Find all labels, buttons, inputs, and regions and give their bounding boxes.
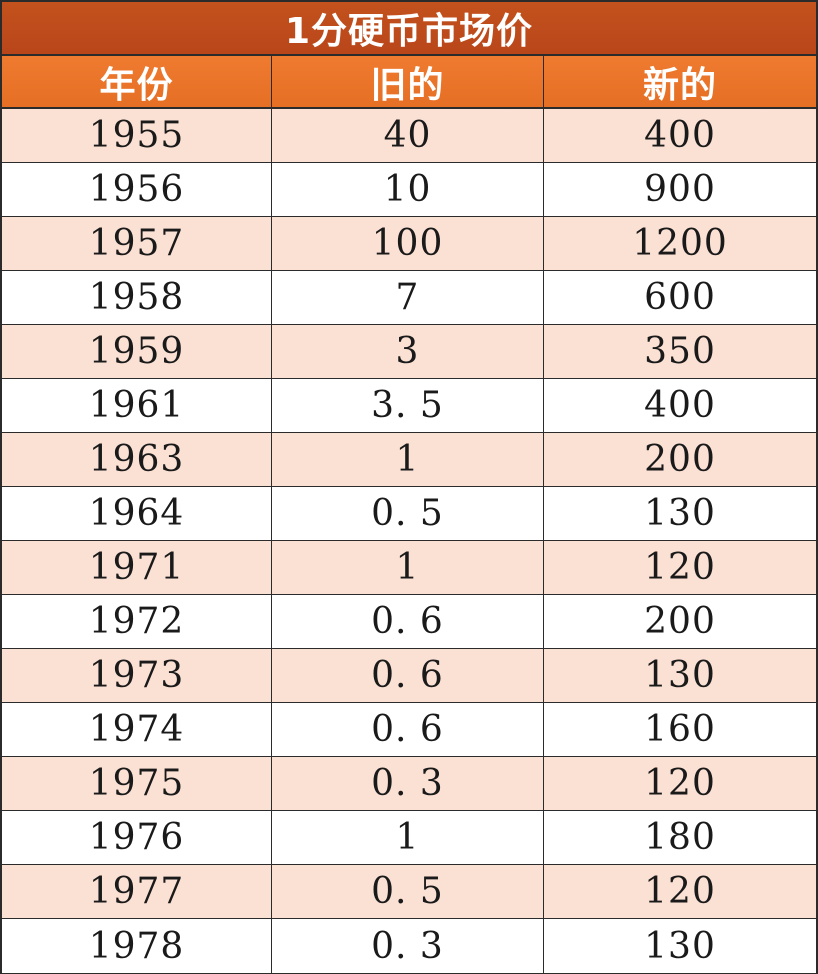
table-row: 1978 0. 3 130 [2,919,816,973]
year-cell: 1957 [2,217,272,270]
old-price-cell: 0. 3 [272,757,544,810]
new-price-cell: 120 [644,871,716,912]
table-row: 1964 0. 5 130 [2,487,816,541]
new-price-cell: 130 [644,655,716,696]
year-cell: 1978 [2,919,272,973]
header-row: 年份 旧的 新的 [2,56,816,109]
table-row: 1971 1 120 [2,541,816,595]
table-row: 1957 100 1200 [2,217,816,271]
year-cell: 1975 [2,757,272,810]
table-row: 1963 1 200 [2,433,816,487]
old-price-cell: 0. 6 [272,649,544,702]
new-price-cell: 400 [644,385,716,426]
old-price-cell: 3. 5 [272,379,544,432]
header-old: 旧的 [272,56,544,108]
new-price-cell: 160 [644,709,716,750]
year-cell: 1974 [2,703,272,756]
year-cell: 1958 [2,271,272,324]
table-row: 1959 3 350 [2,325,816,379]
year-cell: 1956 [2,163,272,216]
table-row: 1958 7 600 [2,271,816,325]
old-price-cell: 40 [272,109,544,162]
table-row: 1975 0. 3 120 [2,757,816,811]
old-price-cell: 1 [272,811,544,864]
year-cell: 1972 [2,595,272,648]
old-price-cell: 0. 3 [272,919,544,973]
old-price-cell: 10 [272,163,544,216]
old-price-cell: 3 [272,325,544,378]
table-row: 1977 0. 5 120 [2,865,816,919]
table-row: 1974 0. 6 160 [2,703,816,757]
year-cell: 1964 [2,487,272,540]
year-cell: 1959 [2,325,272,378]
table-row: 1961 3. 5 400 [2,379,816,433]
header-year: 年份 [2,56,272,108]
new-price-cell: 200 [644,601,716,642]
table-row: 1956 10 900 [2,163,816,217]
table-row: 1976 1 180 [2,811,816,865]
new-price-cell: 400 [644,115,716,156]
year-cell: 1963 [2,433,272,486]
old-price-cell: 1 [272,433,544,486]
year-cell: 1971 [2,541,272,594]
old-price-cell: 0. 6 [272,595,544,648]
year-cell: 1976 [2,811,272,864]
new-price-cell: 120 [644,547,716,588]
header-new: 新的 [642,65,717,106]
new-price-cell: 600 [644,277,716,318]
old-price-cell: 7 [272,271,544,324]
year-cell: 1955 [2,109,272,162]
new-price-cell: 130 [644,925,716,967]
new-price-cell: 900 [644,169,716,210]
table-row: 1955 40 400 [2,109,816,163]
new-price-cell: 130 [644,493,716,534]
new-price-cell: 350 [644,331,716,372]
table-row: 1972 0. 6 200 [2,595,816,649]
table-title: 1分硬币市场价 [2,2,816,56]
old-price-cell: 1 [272,541,544,594]
old-price-cell: 0. 5 [272,487,544,540]
old-price-cell: 100 [272,217,544,270]
old-price-cell: 0. 6 [272,703,544,756]
year-cell: 1961 [2,379,272,432]
new-price-cell: 200 [644,439,716,480]
year-cell: 1973 [2,649,272,702]
table-row: 1973 0. 6 130 [2,649,816,703]
new-price-cell: 120 [644,763,716,804]
new-price-cell: 180 [644,817,716,858]
year-cell: 1977 [2,865,272,918]
new-price-cell: 1200 [632,223,728,264]
old-price-cell: 0. 5 [272,865,544,918]
